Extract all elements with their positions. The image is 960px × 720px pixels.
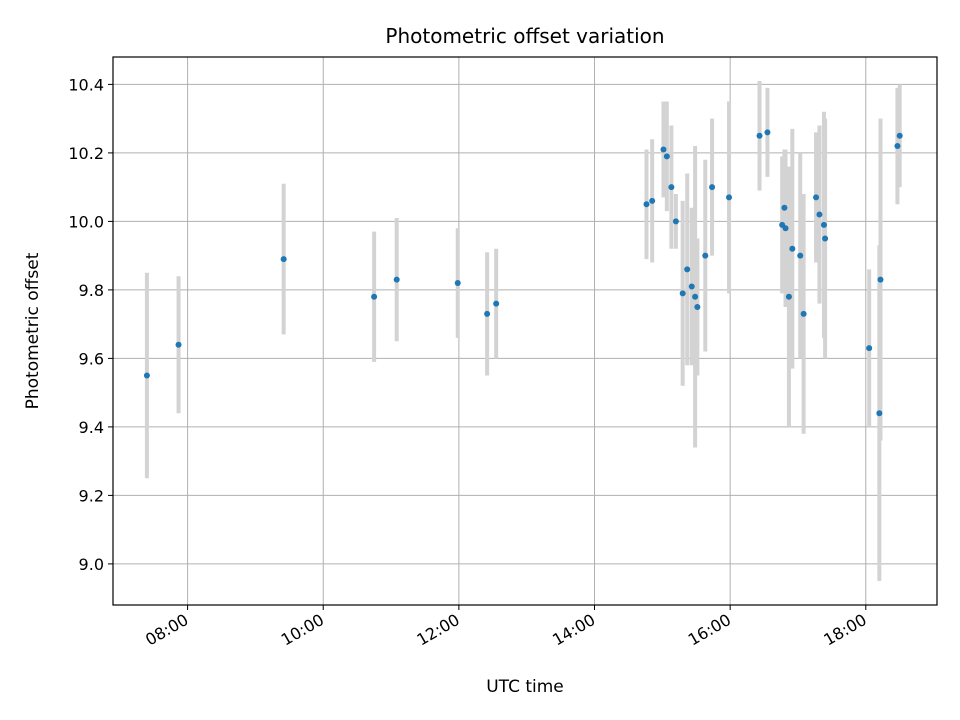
data-point	[866, 345, 873, 352]
data-point	[781, 204, 788, 211]
data-point	[764, 129, 771, 136]
data-point	[820, 221, 827, 228]
y-tick-label: 10.0	[68, 212, 104, 231]
data-point	[709, 184, 716, 191]
data-points	[143, 129, 903, 417]
data-point	[175, 341, 182, 348]
y-tick-label: 10.2	[68, 144, 104, 163]
x-axis-label: UTC time	[486, 677, 564, 697]
data-point	[756, 132, 763, 139]
data-point	[493, 300, 500, 307]
data-point	[684, 266, 691, 273]
data-point	[726, 194, 733, 201]
data-point	[393, 276, 400, 283]
y-tick-label: 9.2	[79, 486, 104, 505]
y-tick-label: 10.4	[68, 75, 104, 94]
y-axis-label: Photometric offset	[23, 252, 43, 409]
y-axis-ticks: 9.0 9.2 9.4 9.6 9.8 10.0 10.2 10.4	[68, 75, 113, 574]
data-point	[813, 194, 820, 201]
data-point	[876, 410, 883, 417]
plot-frame	[112, 56, 938, 606]
data-point	[800, 310, 807, 317]
chart-title: Photometric offset variation	[385, 24, 664, 48]
data-point	[797, 252, 804, 259]
data-point	[649, 197, 656, 204]
y-tick-label: 9.8	[79, 281, 104, 300]
data-point	[280, 256, 287, 263]
y-tick-label: 9.6	[79, 349, 104, 368]
y-tick-label: 9.0	[79, 555, 104, 574]
data-point	[660, 146, 667, 153]
data-point	[692, 293, 699, 300]
data-point	[663, 153, 670, 160]
data-point	[694, 304, 701, 311]
data-point	[371, 293, 378, 300]
data-point	[785, 293, 792, 300]
data-point	[816, 211, 823, 218]
data-point	[643, 201, 650, 208]
y-tick-label: 9.4	[79, 418, 104, 437]
data-point	[896, 132, 903, 139]
data-point	[454, 280, 461, 287]
data-point	[877, 276, 884, 283]
data-point	[679, 290, 686, 297]
data-point	[789, 245, 796, 252]
data-point	[484, 310, 491, 317]
data-point	[668, 184, 675, 191]
data-point	[688, 283, 695, 290]
data-point	[894, 143, 901, 150]
data-point	[782, 225, 789, 232]
data-point	[822, 235, 829, 242]
data-point	[672, 218, 679, 225]
data-point	[143, 372, 150, 379]
data-point	[702, 252, 709, 259]
